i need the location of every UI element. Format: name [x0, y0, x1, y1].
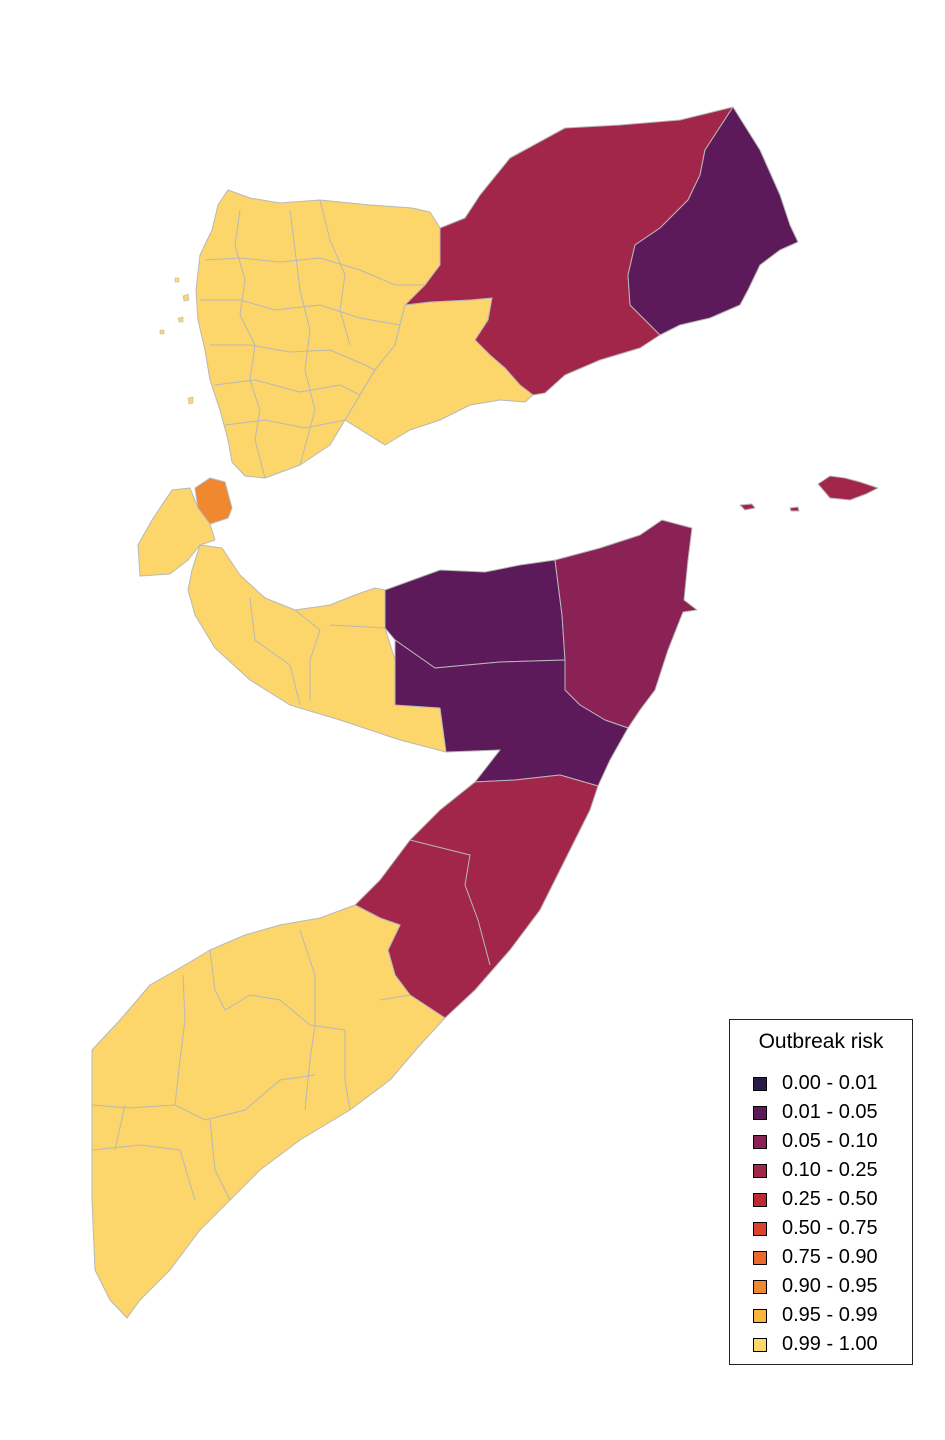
legend-swatch [753, 1105, 767, 1120]
legend-label: 0.90 - 0.95 [782, 1275, 878, 1297]
region-somalia-bari [554, 519, 698, 729]
region-socotra [817, 475, 879, 501]
legend-label: 0.10 - 0.25 [782, 1159, 878, 1181]
legend-label: 0.75 - 0.90 [782, 1246, 878, 1268]
legend-label: 0.01 - 0.05 [782, 1101, 878, 1123]
region-yemen-hadramaut [404, 106, 734, 396]
region-socotra-islet-1 [739, 503, 756, 511]
map-legend: Outbreak risk 0.00 - 0.01 0.01 - 0.05 0.05… [729, 1019, 913, 1365]
legend-item: 0.75 - 0.90 [753, 1243, 878, 1272]
legend-item: 0.50 - 0.75 [753, 1214, 878, 1243]
legend-item: 0.00 - 0.01 [753, 1069, 878, 1098]
legend-label: 0.95 - 0.99 [782, 1304, 878, 1326]
legend-items: 0.00 - 0.01 0.01 - 0.05 0.05 - 0.10 0.10 - … [753, 1069, 878, 1359]
region-somalia-nugaal-mudug [394, 639, 629, 787]
region-somalia-south [91, 904, 446, 1319]
legend-label: 0.05 - 0.10 [782, 1130, 878, 1152]
legend-label: 0.00 - 0.01 [782, 1072, 878, 1094]
legend-label: 0.50 - 0.75 [782, 1217, 878, 1239]
legend-item: 0.05 - 0.10 [753, 1127, 878, 1156]
legend-swatch [753, 1221, 767, 1236]
legend-item: 0.01 - 0.05 [753, 1098, 878, 1127]
legend-title: Outbreak risk [758, 1030, 884, 1053]
legend-label: 0.25 - 0.50 [782, 1188, 878, 1210]
legend-swatch [753, 1337, 767, 1352]
legend-item: 0.99 - 1.00 [753, 1330, 878, 1359]
region-yemen-mahra [627, 106, 799, 336]
legend-swatch [753, 1192, 767, 1207]
legend-swatch [753, 1250, 767, 1265]
legend-swatch [753, 1163, 767, 1178]
legend-item: 0.95 - 0.99 [753, 1301, 878, 1330]
legend-swatch [753, 1279, 767, 1294]
legend-swatch [753, 1076, 767, 1091]
legend-swatch [753, 1134, 767, 1149]
legend-item: 0.90 - 0.95 [753, 1272, 878, 1301]
legend-swatch [753, 1308, 767, 1323]
admin-boundaries [91, 199, 491, 1201]
legend-item: 0.25 - 0.50 [753, 1185, 878, 1214]
legend-item: 0.10 - 0.25 [753, 1156, 878, 1185]
coastal-islets [159, 277, 194, 405]
legend-label: 0.99 - 1.00 [782, 1333, 878, 1355]
region-djibouti-south [137, 487, 216, 577]
region-socotra-islet-2 [789, 506, 800, 512]
